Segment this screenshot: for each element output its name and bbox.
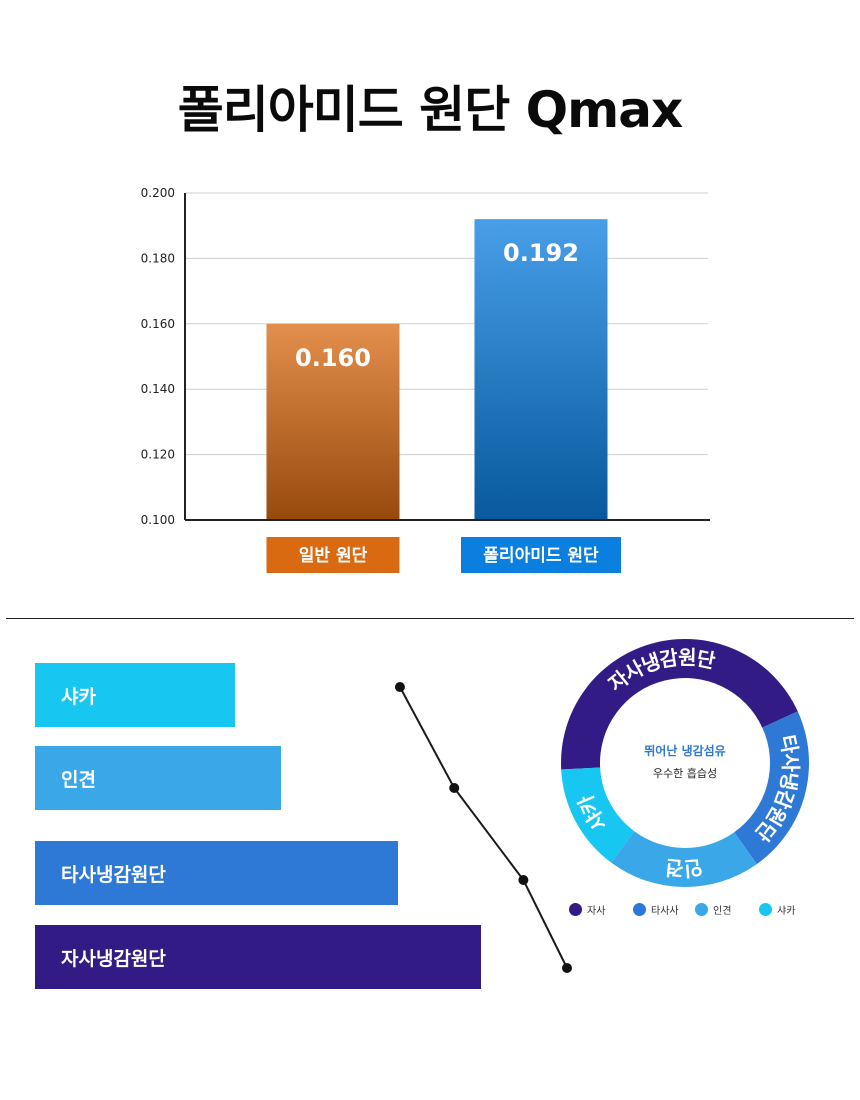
bar xyxy=(474,219,608,519)
donut-center-subtitle: 우수한 흡습성 xyxy=(653,766,717,780)
hbar-3: 자사냉감원단 xyxy=(35,925,481,989)
donut-legend: 자사 타사사 인견 샤카 xyxy=(569,902,819,922)
bar xyxy=(266,323,400,519)
legend-swatch xyxy=(759,903,772,916)
legend-item: 자사 xyxy=(569,902,605,917)
legend-label: 타사사 xyxy=(651,906,679,917)
legend-label: 인견 xyxy=(713,906,732,917)
y-tick-label: 0.140 xyxy=(141,382,175,396)
hbar-1: 인견 xyxy=(35,746,281,810)
trend-point xyxy=(449,783,460,793)
trend-point xyxy=(562,963,572,973)
category-label: 일반 원단 xyxy=(299,546,368,566)
donut-slice xyxy=(611,831,757,887)
y-tick-label: 0.100 xyxy=(141,513,175,527)
legend-swatch xyxy=(569,903,582,916)
legend-label: 샤카 xyxy=(777,906,796,917)
trend-point xyxy=(394,682,405,692)
hbar-0: 샤카 xyxy=(35,663,235,727)
bar-value-label: 0.192 xyxy=(503,239,579,267)
category-label-box xyxy=(266,537,400,573)
trend-line-chart xyxy=(394,682,572,973)
legend-swatch xyxy=(633,903,646,916)
category-label-box xyxy=(461,537,621,573)
section-divider xyxy=(6,618,854,619)
trend-line xyxy=(399,686,568,969)
donut-slice xyxy=(734,711,809,865)
donut-slice xyxy=(561,767,635,863)
legend-label: 자사 xyxy=(587,906,606,917)
page-title: 폴리아미드 원단 Qmax xyxy=(177,81,683,139)
legend-item: 샤카 xyxy=(759,902,795,917)
y-tick-label: 0.120 xyxy=(141,448,175,462)
y-tick-label: 0.180 xyxy=(141,251,175,265)
legend-item: 인견 xyxy=(695,902,731,917)
category-label: 폴리아미드 원단 xyxy=(483,546,599,566)
y-tick-label: 0.160 xyxy=(141,317,175,331)
legend-item: 타사사 xyxy=(633,902,679,917)
bar-chart: 0.100 0.120 0.140 0.160 0.180 0.200 0.160 일반 원단… xyxy=(141,186,710,573)
legend-swatch xyxy=(695,903,708,916)
y-tick-label: 0.200 xyxy=(141,186,175,200)
donut-center-title: 뛰어난 냉감섬유 xyxy=(644,743,725,758)
hbar-2: 타사냉감원단 xyxy=(35,841,398,905)
bar-value-label: 0.160 xyxy=(295,344,371,372)
donut-slice xyxy=(561,639,798,770)
trend-point xyxy=(518,875,529,885)
